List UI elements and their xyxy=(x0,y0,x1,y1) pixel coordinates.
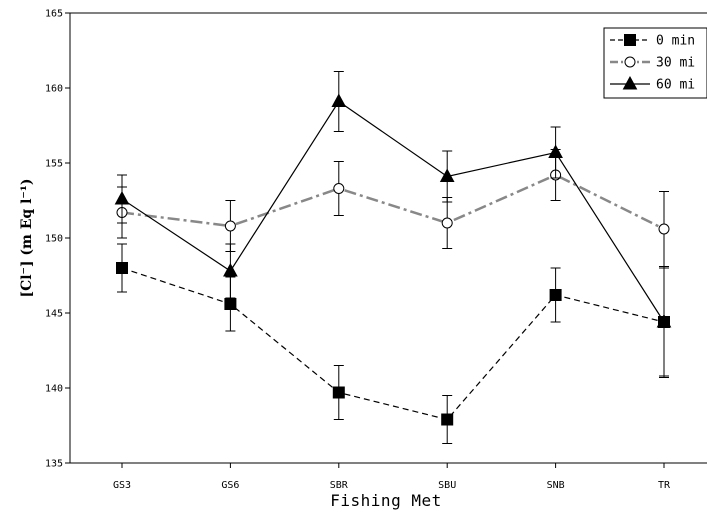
y-axis: 135 140 145 150 155 160 165 xyxy=(45,9,70,470)
marker-triangle xyxy=(439,168,455,182)
y-tick-label: 155 xyxy=(45,159,63,170)
marker-square xyxy=(332,386,345,399)
y-tick-label: 150 xyxy=(45,234,63,245)
x-axis: GS3 GS6 SBR SBU SNB TR xyxy=(113,463,671,491)
x-tick-label: SBU xyxy=(438,480,456,491)
series-line xyxy=(121,267,665,421)
marker-circle xyxy=(441,217,453,229)
y-tick-label: 160 xyxy=(45,84,63,95)
y-tick-label: 165 xyxy=(45,9,63,20)
series-2 xyxy=(114,71,672,377)
marker-square xyxy=(441,413,454,426)
x-tick-label: GS6 xyxy=(221,480,239,491)
marker-triangle xyxy=(114,190,130,205)
series-line xyxy=(121,100,665,323)
marker-triangle xyxy=(622,75,638,90)
marker-square xyxy=(624,34,636,46)
marker-circle xyxy=(624,56,636,68)
marker-circle xyxy=(658,223,670,235)
x-axis-label: Fishing Met xyxy=(330,491,441,510)
legend-label: 30 mi xyxy=(656,56,695,71)
marker-square xyxy=(116,262,128,274)
legend: 0 min 30 mi 60 mi xyxy=(603,27,707,99)
marker-triangle xyxy=(223,262,238,277)
x-tick-label: SBR xyxy=(330,480,349,491)
marker-square xyxy=(224,298,237,310)
marker-circle xyxy=(333,183,345,194)
series-1 xyxy=(116,149,670,267)
series-0 xyxy=(116,243,670,444)
x-tick-label: SNB xyxy=(547,480,565,491)
x-tick-label: GS3 xyxy=(113,480,131,491)
legend-label: 60 mi xyxy=(656,78,695,93)
legend-label: 0 min xyxy=(656,34,695,49)
y-tick-label: 140 xyxy=(45,384,63,395)
marker-triangle xyxy=(656,313,672,328)
y-tick-label: 135 xyxy=(45,459,63,470)
marker-square xyxy=(549,289,562,301)
series-line xyxy=(121,173,665,231)
x-tick-label: TR xyxy=(658,480,671,491)
y-tick-label: 145 xyxy=(45,309,63,320)
y-axis-label: [Cl⁻] (m Eq l⁻¹) xyxy=(19,178,35,297)
series-layer xyxy=(114,71,672,444)
marker-triangle xyxy=(331,93,347,107)
marker-triangle xyxy=(548,144,563,158)
marker-circle xyxy=(224,220,236,232)
